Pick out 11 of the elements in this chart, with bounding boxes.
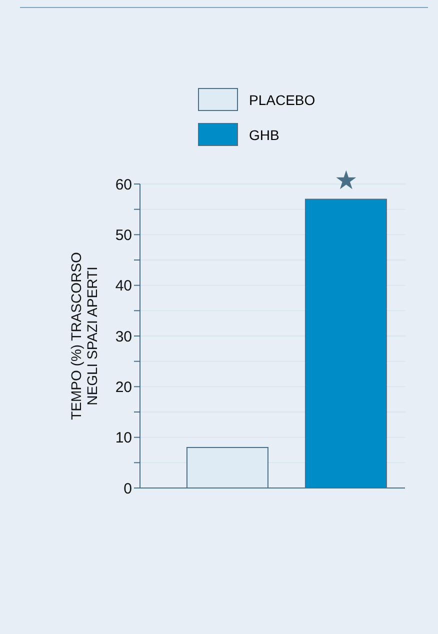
y-tick-label: 50 (115, 226, 132, 244)
y-tick-label: 30 (115, 328, 132, 346)
y-tick-label: 40 (115, 278, 132, 295)
y-tick-label: 60 (115, 176, 132, 194)
y-tick-label: 10 (115, 430, 132, 447)
annotation: ★ (333, 164, 358, 195)
y-axis-title: TEMPO (%) TRASCORSO NEGLI SPAZI APERTI (68, 252, 100, 420)
y-tick-label: 0 (124, 480, 132, 498)
y-tick-label: 20 (115, 378, 132, 396)
legend-label: PLACEBO (249, 92, 316, 108)
legend-label: GHB (249, 126, 280, 142)
